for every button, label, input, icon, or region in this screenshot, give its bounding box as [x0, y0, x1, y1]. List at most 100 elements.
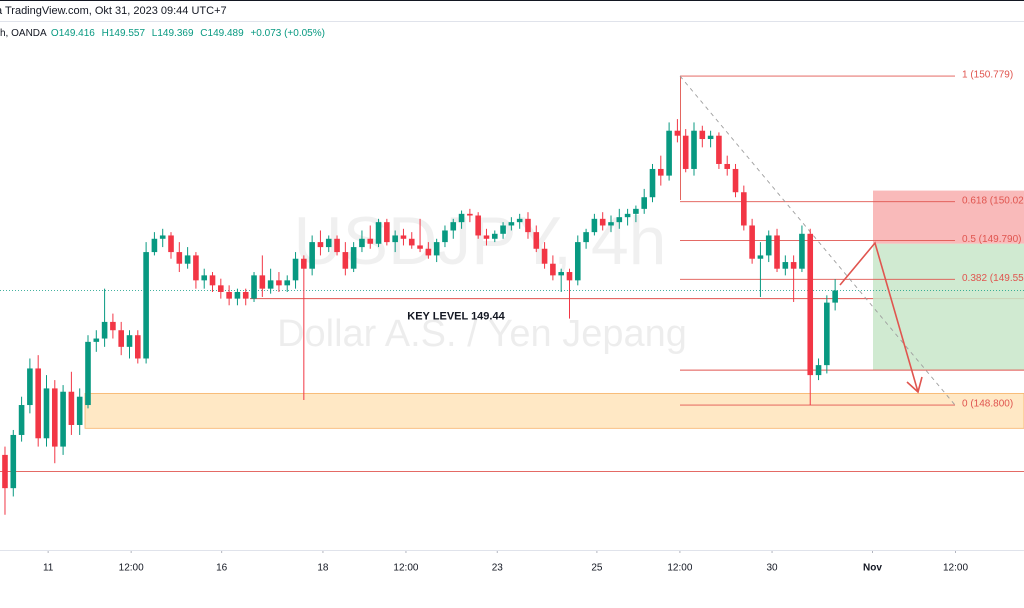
candle-body — [309, 242, 315, 269]
candle-body — [76, 396, 83, 425]
projection-arrowhead — [906, 376, 923, 394]
candle-body — [442, 230, 448, 243]
candle-body — [184, 255, 191, 264]
candle-body — [732, 168, 739, 193]
fib-label: 0.618 (150.023) — [962, 195, 1024, 206]
candle-body — [267, 280, 274, 289]
fib-label: 0.382 (149.556) — [962, 273, 1024, 284]
candle-body — [2, 454, 8, 489]
x-tick-label: 16 — [216, 563, 228, 574]
symbol: h, OANDA — [0, 28, 47, 39]
candle-body — [168, 235, 174, 253]
candle-body — [533, 232, 540, 249]
support-zone — [84, 392, 1024, 429]
candle-body — [491, 233, 498, 239]
candle-body — [774, 235, 780, 269]
candle-body — [251, 275, 257, 299]
candle-body — [707, 135, 714, 140]
candle-body — [101, 321, 108, 339]
candle-body — [93, 338, 100, 342]
candle-body — [10, 434, 17, 489]
candle-body — [126, 335, 133, 347]
candle-body — [159, 235, 166, 239]
x-tick-label: 25 — [591, 563, 603, 574]
candle-body — [35, 368, 41, 439]
high: H149.557 — [102, 28, 146, 39]
candle-body — [508, 222, 515, 226]
candle-body — [757, 255, 764, 259]
candle-body — [375, 222, 382, 244]
x-tick-label: 12:00 — [667, 563, 692, 574]
candle-body — [583, 232, 589, 243]
x-tick-label: 12:00 — [119, 563, 144, 574]
candle-body — [425, 248, 432, 256]
candle-body — [301, 258, 307, 269]
candle-body — [417, 245, 423, 249]
x-tick-label: 23 — [492, 563, 504, 574]
fib-label: 1 (150.779) — [962, 70, 1013, 81]
candle-body — [574, 242, 581, 281]
candle-body — [68, 391, 75, 425]
candle-body — [824, 302, 830, 366]
candle-body — [467, 213, 473, 216]
x-tick-label: Nov — [863, 563, 882, 574]
target-zone — [873, 243, 1024, 371]
candle-body — [392, 235, 398, 243]
candle-body — [558, 272, 564, 276]
candle-body — [234, 291, 241, 299]
candle-body — [27, 368, 33, 406]
candle-body — [608, 222, 614, 226]
source-line: a TradingView.com, Okt 31, 2023 09:44 UT… — [0, 5, 227, 17]
candle-body — [525, 218, 531, 233]
candle-body — [782, 262, 789, 269]
candle-body — [193, 255, 199, 281]
candle-body — [475, 215, 481, 236]
low: L149.369 — [152, 28, 194, 39]
candle-body — [765, 235, 772, 256]
candle-body — [367, 238, 374, 244]
candle-body — [218, 285, 224, 292]
stop-zone — [873, 190, 1024, 244]
candle-body — [118, 330, 125, 347]
candle-body — [408, 238, 415, 246]
candle-body — [666, 130, 672, 176]
candle-body — [176, 252, 183, 264]
candle-body — [624, 213, 631, 218]
candle-body — [699, 130, 706, 140]
candle-body — [500, 225, 506, 234]
x-tick-label: 12:00 — [393, 563, 418, 574]
candle-body — [85, 341, 91, 406]
candle-body — [209, 275, 216, 286]
candle-body — [433, 242, 440, 256]
candle-body — [674, 130, 681, 136]
candle-body — [384, 222, 390, 243]
candle-body — [591, 218, 598, 233]
candle-body — [342, 252, 349, 269]
close: C149.489 — [200, 28, 244, 39]
candle-body — [292, 258, 299, 281]
candle-body — [550, 263, 556, 276]
x-tick-label: 30 — [766, 563, 778, 574]
candle-body — [616, 217, 623, 223]
candle-body — [541, 248, 548, 264]
watermark-subtitle: Dollar A.S. / Yen Jepang — [277, 313, 687, 355]
candle-body — [716, 135, 722, 164]
candle-body — [110, 321, 116, 331]
candle-body — [832, 290, 838, 303]
candle-body — [724, 163, 731, 169]
x-tick-label: 11 — [43, 563, 54, 574]
candle-body — [43, 388, 50, 439]
candle-body — [201, 275, 208, 281]
candle-body — [259, 275, 266, 289]
candle-body — [317, 242, 324, 248]
candle-body — [483, 235, 490, 239]
candle-body — [649, 168, 656, 198]
candle-body — [135, 335, 141, 359]
open: O149.416 — [51, 28, 95, 39]
change: +0.073 (+0.05%) — [250, 28, 325, 39]
candle-body — [741, 192, 747, 226]
candle-body — [400, 235, 407, 239]
candle-body — [242, 291, 249, 299]
